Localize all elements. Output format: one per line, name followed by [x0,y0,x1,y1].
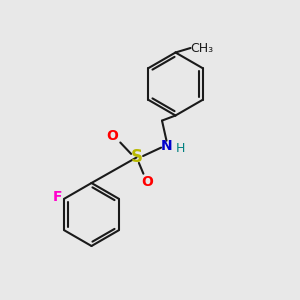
Text: O: O [106,130,118,143]
Text: F: F [53,190,62,204]
Text: N: N [161,139,172,153]
Text: O: O [141,175,153,188]
Text: CH₃: CH₃ [190,41,214,55]
Text: S: S [130,148,142,166]
Text: H: H [176,142,186,155]
